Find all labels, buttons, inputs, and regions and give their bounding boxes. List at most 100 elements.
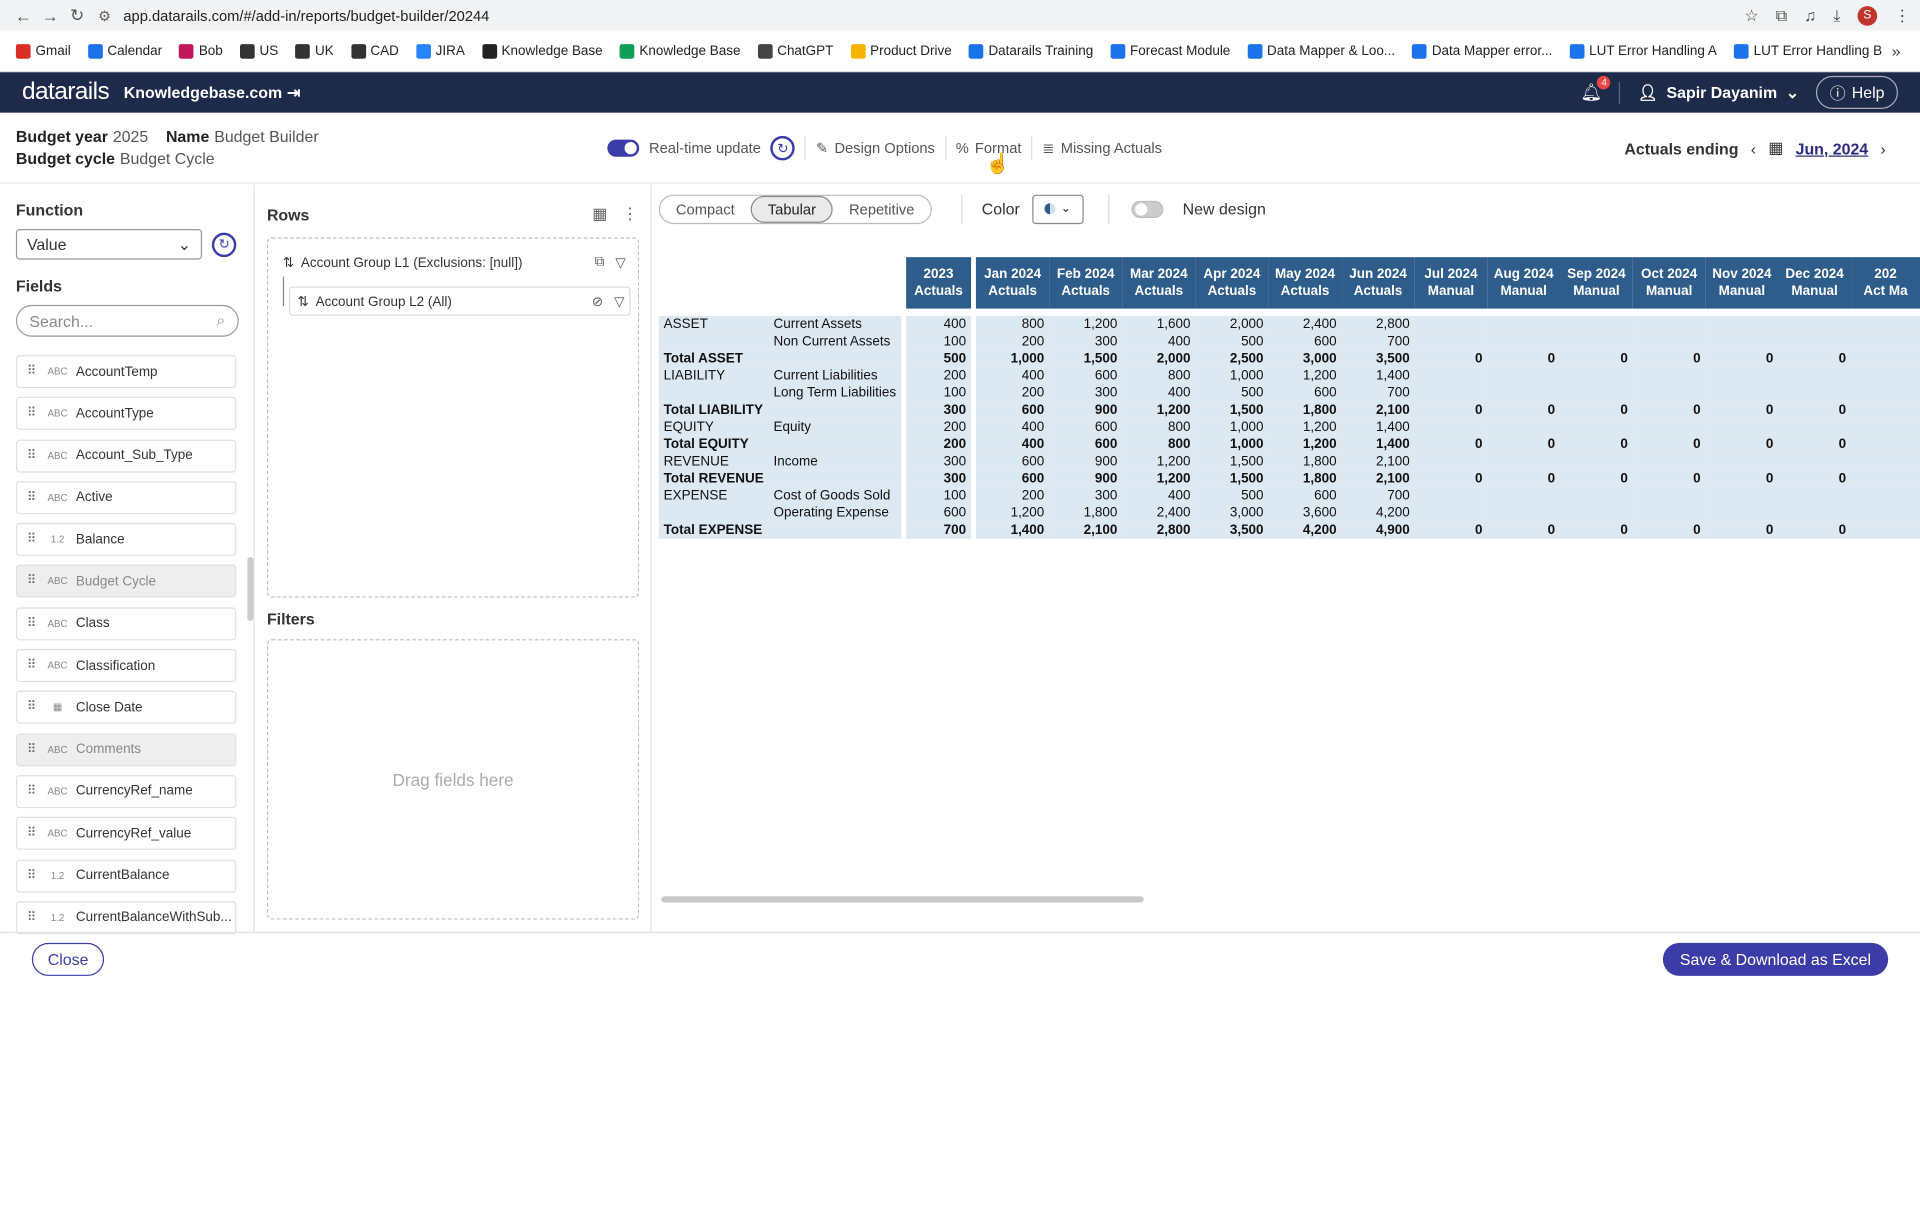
table-cell[interactable]: 0 xyxy=(1705,521,1779,539)
format-button[interactable]: % Format xyxy=(944,135,1032,161)
missing-actuals-button[interactable]: ≣ Missing Actuals xyxy=(1031,135,1172,161)
table-cell[interactable] xyxy=(1632,487,1706,505)
field-item[interactable]: ⠿ ABC Class xyxy=(15,607,237,641)
table-cell[interactable]: 100 xyxy=(906,487,971,505)
download-icon[interactable]: ⤓ xyxy=(1833,5,1841,24)
table-cell[interactable]: 300 xyxy=(906,401,971,419)
table-cell[interactable]: 0 xyxy=(1487,350,1561,368)
table-cell[interactable]: 800 xyxy=(976,315,1050,334)
table-cell[interactable]: 1,400 xyxy=(1341,435,1415,454)
table-cell[interactable]: 1,800 xyxy=(1268,453,1342,471)
table-cell[interactable]: 0 xyxy=(1778,470,1851,488)
table-cell[interactable]: 0 xyxy=(1414,401,1488,419)
table-cell[interactable] xyxy=(1632,384,1706,402)
column-header[interactable]: Jan 2024 Actuals xyxy=(976,257,1050,309)
table-cell[interactable]: 400 xyxy=(976,435,1050,454)
table-cell[interactable]: 1,500 xyxy=(1195,401,1269,419)
table-cell[interactable]: 300 xyxy=(906,470,971,488)
table-cell[interactable]: 600 xyxy=(1268,384,1342,402)
chevron-left-icon[interactable]: ‹ xyxy=(1750,138,1757,158)
table-cell[interactable] xyxy=(1632,504,1706,522)
table-cell[interactable] xyxy=(1487,384,1561,402)
table-cell[interactable]: 1,200 xyxy=(1268,367,1342,385)
table-cell[interactable] xyxy=(1414,333,1488,351)
table-cell[interactable]: 0 xyxy=(1487,401,1561,419)
table-cell[interactable] xyxy=(1705,315,1779,334)
table-cell[interactable]: 0 xyxy=(1705,435,1779,454)
table-cell[interactable]: 400 xyxy=(976,367,1050,385)
table-cell[interactable]: 2,000 xyxy=(1122,350,1196,368)
table-cell[interactable]: 3,500 xyxy=(1195,521,1269,539)
column-header[interactable]: Jul 2024 Manual xyxy=(1414,257,1488,309)
bookmarks-overflow-icon[interactable]: » xyxy=(1891,41,1901,61)
table-cell[interactable]: 600 xyxy=(1268,487,1342,505)
table-cell[interactable]: 1,400 xyxy=(1341,418,1415,436)
table-cell[interactable]: 0 xyxy=(1414,521,1488,539)
field-item[interactable]: ⠿ ▦ Close Date xyxy=(15,691,237,725)
table-cell[interactable]: 2,100 xyxy=(1341,453,1415,471)
table-cell[interactable]: 0 xyxy=(1560,470,1633,488)
table-cell[interactable]: 0 xyxy=(1778,350,1851,368)
horizontal-scrollbar[interactable] xyxy=(661,896,1144,903)
bookmark-item[interactable]: Knowledge Base xyxy=(473,43,611,59)
calendar-icon[interactable]: ▦ xyxy=(1768,138,1784,157)
table-cell[interactable]: 1,200 xyxy=(1268,435,1342,454)
column-header[interactable]: Aug 2024 Manual xyxy=(1487,257,1561,309)
field-item[interactable]: ⠿ 1.2 CurrentBalance xyxy=(15,859,237,893)
table-cell[interactable] xyxy=(1850,350,1920,368)
notifications-bell-icon[interactable]: 🔔︎ 4 xyxy=(1580,75,1611,103)
column-header[interactable]: 202 Act Ma xyxy=(1850,257,1920,309)
table-cell[interactable]: 0 xyxy=(1487,470,1561,488)
more-vertical-icon[interactable]: ⋮ xyxy=(622,204,638,223)
table-cell[interactable]: 2,500 xyxy=(1195,350,1269,368)
table-cell[interactable]: 200 xyxy=(906,367,971,385)
color-picker-button[interactable]: ⌄ xyxy=(1032,194,1084,224)
tenant-name[interactable]: Knowledgebase.com ⇥ xyxy=(124,83,301,103)
table-cell[interactable] xyxy=(1778,367,1851,385)
table-cell[interactable]: 400 xyxy=(1122,487,1196,505)
table-cell[interactable]: 2,100 xyxy=(1049,521,1123,539)
table-cell[interactable]: 3,600 xyxy=(1268,504,1342,522)
bookmark-item[interactable]: Product Drive xyxy=(842,43,960,59)
table-cell[interactable] xyxy=(1414,315,1488,334)
table-cell[interactable]: 800 xyxy=(1122,435,1196,454)
table-cell[interactable]: 1,200 xyxy=(1122,470,1196,488)
table-cell[interactable]: 0 xyxy=(1560,435,1633,454)
table-cell[interactable] xyxy=(1487,367,1561,385)
table-cell[interactable]: 1,800 xyxy=(1049,504,1123,522)
filter-clear-icon[interactable]: ⊘ xyxy=(591,294,604,310)
table-cell[interactable] xyxy=(1850,504,1920,522)
table-cell[interactable] xyxy=(1850,401,1920,419)
table-cell[interactable]: 300 xyxy=(1049,384,1123,402)
table-cell[interactable] xyxy=(1705,487,1779,505)
table-cell[interactable]: 1,500 xyxy=(1049,350,1123,368)
field-item[interactable]: ⠿ ABC Account_Sub_Type xyxy=(15,439,237,473)
table-cell[interactable] xyxy=(1850,333,1920,351)
table-cell[interactable]: 1,200 xyxy=(976,504,1050,522)
filter-icon[interactable]: ▽ xyxy=(614,294,625,310)
table-cell[interactable]: 900 xyxy=(1049,401,1123,419)
table-cell[interactable] xyxy=(1632,333,1706,351)
table-cell[interactable]: 1,600 xyxy=(1122,315,1196,334)
bookmark-item[interactable]: UK xyxy=(287,43,342,59)
table-cell[interactable]: 800 xyxy=(1122,367,1196,385)
table-cell[interactable] xyxy=(1632,367,1706,385)
filters-dropzone[interactable]: Drag fields here xyxy=(266,639,640,920)
table-cell[interactable] xyxy=(1560,504,1633,522)
back-icon[interactable]: ← xyxy=(14,5,32,26)
table-cell[interactable]: 3,500 xyxy=(1341,350,1415,368)
table-cell[interactable]: 0 xyxy=(1414,470,1488,488)
user-menu[interactable]: 👤︎ Sapir Dayanim ⌄ xyxy=(1638,83,1799,103)
table-cell[interactable] xyxy=(1778,487,1851,505)
table-cell[interactable]: 400 xyxy=(976,418,1050,436)
drag-handle-icon[interactable]: ⠿ xyxy=(26,742,36,757)
table-cell[interactable]: 1,500 xyxy=(1195,453,1269,471)
grid-icon[interactable]: ▦ xyxy=(592,204,608,223)
table-cell[interactable]: 1,200 xyxy=(1122,401,1196,419)
profile-avatar[interactable]: S xyxy=(1857,5,1878,26)
column-header[interactable]: Sep 2024 Manual xyxy=(1560,257,1633,309)
column-header[interactable]: 2023 Actuals xyxy=(906,257,971,309)
field-item[interactable]: ⠿ ABC AccountTemp xyxy=(15,355,237,389)
field-item[interactable]: ⠿ ABC Active xyxy=(15,481,237,515)
table-cell[interactable]: 1,000 xyxy=(976,350,1050,368)
